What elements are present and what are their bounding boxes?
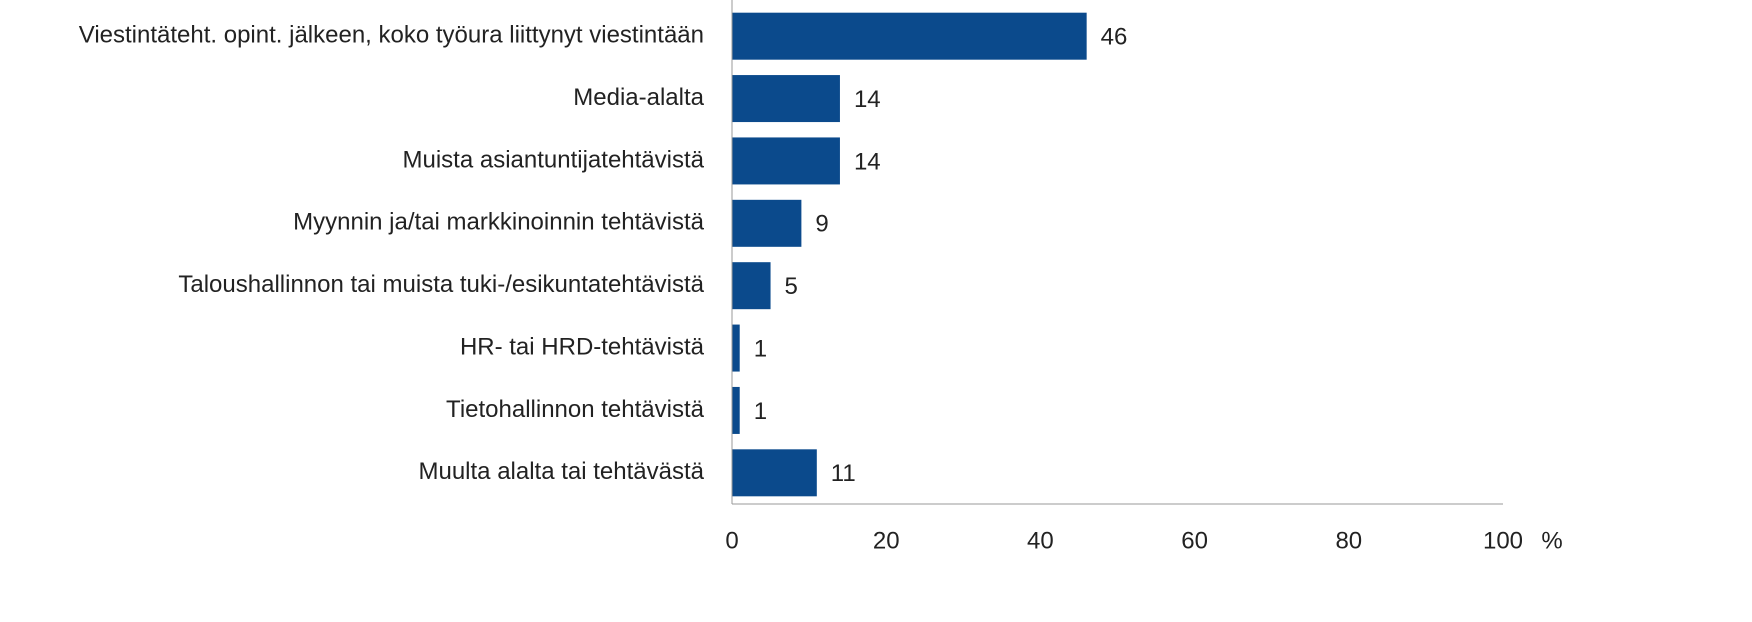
x-tick-label: 100 [1483,527,1523,554]
x-tick-label: 20 [873,527,900,554]
x-tick-label: 0 [725,527,738,554]
y-tick-label: Tietohallinnon tehtävistä [446,396,705,423]
data-label: 11 [831,460,856,487]
x-axis-label: % [1541,527,1562,554]
y-tick-label: Viestintäteht. opint. jälkeen, koko työu… [79,22,704,49]
bar [732,386,740,434]
data-label: 14 [854,86,881,113]
bar [732,199,802,247]
y-tick-label: Taloushallinnon tai muista tuki-/esikunt… [178,271,704,298]
bar [732,75,840,123]
bar [732,262,771,310]
data-label: 9 [815,211,828,238]
x-tick-label: 40 [1027,527,1054,554]
bar [732,324,740,372]
data-label: 46 [1101,24,1128,51]
y-tick-label: Media-alalta [573,84,704,111]
data-label: 1 [754,335,767,362]
x-tick-label: 60 [1181,527,1208,554]
y-tick-label: HR- tai HRD-tehtävistä [460,333,705,360]
data-label: 1 [754,398,767,425]
bar [732,449,817,497]
y-tick-label: Muista asiantuntijatehtävistä [403,146,705,173]
x-tick-label: 80 [1335,527,1362,554]
bar [732,137,840,185]
y-tick-label: Muulta alalta tai tehtävästä [418,458,704,485]
y-tick-label: Myynnin ja/tai markkinoinnin tehtävistä [293,209,705,236]
data-label: 5 [785,273,798,300]
data-label: 14 [854,148,881,175]
bar [732,12,1087,60]
